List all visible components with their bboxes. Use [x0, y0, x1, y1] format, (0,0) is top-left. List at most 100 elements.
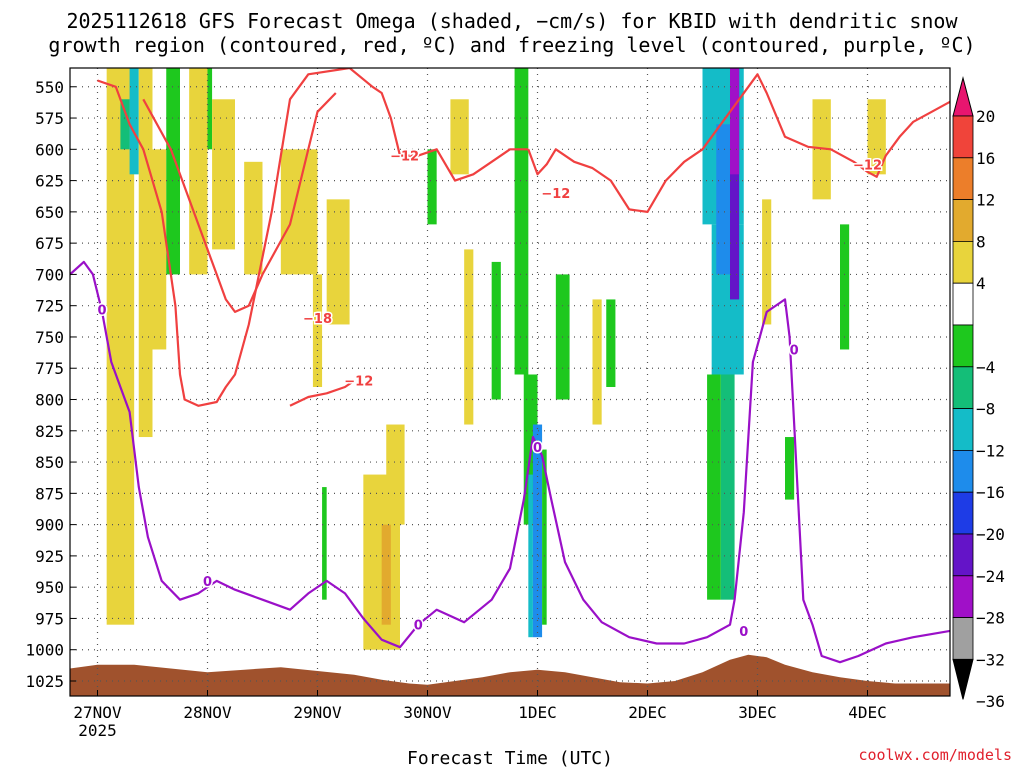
contour-label: 0: [98, 303, 107, 318]
colorbar-bin-8: [952, 449, 974, 493]
colorbar-label: −24: [976, 567, 1005, 586]
contour-label: −12: [344, 375, 373, 390]
omega-region-33: [716, 124, 730, 275]
omega-region-28: [606, 299, 616, 388]
y-tick-label: 650: [35, 203, 64, 222]
omega-region-3: [138, 68, 153, 438]
credit-text: coolwx.com/models: [858, 746, 1012, 764]
colorbar-label: 4: [976, 274, 986, 293]
y-tick-label: 575: [35, 109, 64, 128]
contour-label: −18: [303, 312, 332, 327]
colorbar-label: 12: [976, 191, 995, 210]
omega-region-31: [707, 374, 721, 600]
colorbar-label: 16: [976, 149, 995, 168]
contour-label-layer: −12 −12 −12 −18 −12 0 0 0 0 0 0: [96, 148, 883, 641]
contour-line-3: [142, 92, 337, 313]
y-tick-label: 900: [35, 516, 64, 535]
contour-line-4: [289, 379, 355, 407]
plot-frame: [69, 67, 951, 697]
x-tick-label: 30NOV: [403, 703, 452, 722]
contour-label: 0: [739, 625, 748, 640]
omega-region-4: [152, 149, 167, 350]
omega-region-15: [381, 524, 391, 625]
contour-label: 0: [790, 343, 799, 358]
colorbar-bin-5: [952, 324, 974, 368]
y-tick-label: 925: [35, 547, 64, 566]
contour-label: −12: [390, 150, 419, 165]
contour-label: −12: [853, 158, 882, 173]
x-tick-label: 1DEC: [518, 703, 557, 722]
omega-region-39: [840, 224, 850, 350]
omega-region-34: [730, 68, 740, 300]
y-tick-label: 625: [35, 172, 64, 191]
y-tick-label: 550: [35, 78, 64, 97]
omega-region-19: [464, 249, 474, 425]
omega-region-32: [720, 374, 735, 600]
y-tick-label: 600: [35, 140, 64, 159]
omega-region-8: [212, 99, 235, 250]
colorbar: 20 16 12 8 4 −4 −8 −12 −16 −20 −24 −28 −32 −36: [952, 76, 1005, 711]
contour-line-1: [527, 123, 722, 213]
colorbar-top-triangle: [952, 76, 974, 117]
omega-region-16: [386, 424, 405, 525]
omega-region-17: [427, 149, 437, 225]
omega-region-27: [592, 299, 602, 425]
x-tick-label: 27NOV: [73, 703, 122, 722]
omega-region-5: [166, 68, 180, 275]
colorbar-label: −28: [976, 609, 1005, 628]
omega-region-21: [514, 68, 529, 375]
omega-shading-layer: [106, 68, 886, 650]
contour-line-0: [97, 68, 529, 407]
colorbar-label: −36: [976, 692, 1005, 711]
y-tick-label: 775: [35, 359, 64, 378]
colorbar-bin-6: [952, 366, 974, 409]
contour-line-5: [70, 260, 950, 664]
colorbar-label: −20: [976, 525, 1005, 544]
colorbar-bin-2: [952, 199, 974, 242]
omega-region-7: [207, 68, 213, 150]
y-tick-label: 850: [35, 453, 64, 472]
ground-surface: [70, 654, 950, 696]
omega-region-12: [322, 487, 327, 600]
omega-region-13: [326, 199, 350, 325]
colorbar-label: −12: [976, 441, 1005, 460]
omega-region-18: [450, 99, 469, 175]
colorbar-bin-3: [952, 240, 974, 284]
colorbar-label: −16: [976, 483, 1005, 502]
omega-region-1: [120, 99, 130, 150]
colorbar-bin-11: [952, 575, 974, 618]
colorbar-label: −4: [976, 358, 995, 377]
ground-layer: [70, 654, 950, 696]
x-axis-label: Forecast Time (UTC): [407, 748, 613, 768]
colorbar-bin-12: [952, 617, 974, 660]
contour-label: −12: [541, 187, 570, 202]
y-tick-label: 1025: [25, 672, 64, 691]
x-tick-label: 29NOV: [293, 703, 342, 722]
x-tick-label: 4DEC: [848, 703, 887, 722]
contour-line-2: [719, 73, 950, 178]
omega-region-40: [867, 99, 886, 175]
colorbar-label: 8: [976, 232, 986, 251]
y-tick-label: 725: [35, 297, 64, 316]
contour-label: 0: [533, 441, 542, 456]
contour-label: 0: [203, 575, 212, 590]
omega-region-20: [491, 261, 501, 400]
y-tick-label: 875: [35, 484, 64, 503]
x-tick-sublabel: 2025: [78, 721, 117, 740]
colorbar-bin-0: [952, 115, 974, 159]
contour-label: 0: [414, 619, 423, 634]
colorbar-bin-1: [952, 157, 974, 201]
omega-region-23: [528, 474, 533, 638]
y-axis: 550 575 600 625 650 675 700 725 750 775 800 825 850 8…: [25, 78, 76, 691]
x-tick-label: 28NOV: [183, 703, 232, 722]
omega-region-35: [730, 68, 740, 175]
contour-layer: [70, 68, 950, 664]
omega-region-2: [129, 68, 139, 175]
y-tick-label: 675: [35, 234, 64, 253]
colorbar-bin-4: [952, 282, 974, 326]
colorbar-label: 20: [976, 107, 995, 126]
omega-region-6: [189, 68, 208, 275]
omega-region-25: [542, 449, 547, 625]
